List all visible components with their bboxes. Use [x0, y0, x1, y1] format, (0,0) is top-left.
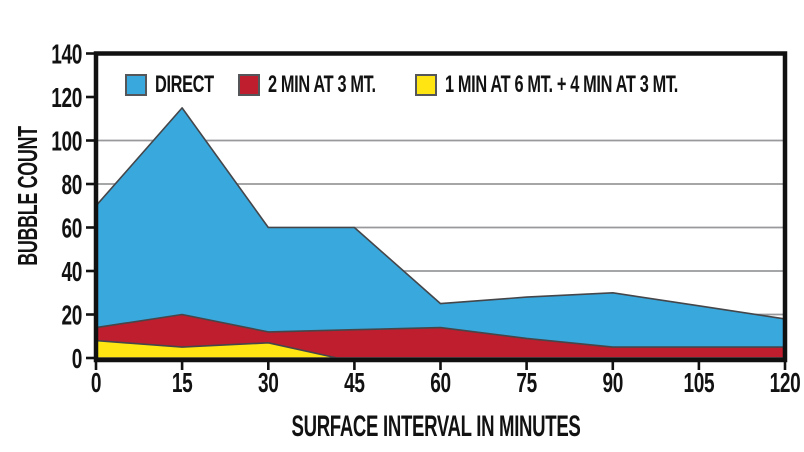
- legend-swatch-1min-6mt-4min-3mt: [415, 73, 437, 96]
- legend-label-direct: DIRECT: [155, 70, 214, 98]
- x-tick-label-120: 120: [770, 367, 801, 399]
- x-tick-label-45: 45: [344, 367, 365, 399]
- y-axis-title: BUBBLE COUNT: [12, 125, 43, 265]
- x-axis-title: SURFACE INTERVAL IN MINUTES: [292, 410, 581, 444]
- x-tick-label-0: 0: [91, 367, 101, 399]
- legend-label-2min-3mt: 2 MIN AT 3 MT.: [268, 70, 376, 98]
- y-tick-label-100: 100: [51, 126, 82, 158]
- x-tick-label-75: 75: [516, 367, 537, 399]
- plot-border: [93, 51, 788, 363]
- axis-ticks: [86, 52, 787, 370]
- legend-item-2min-3mt: 2 MIN AT 3 MT.: [238, 70, 426, 98]
- y-tick-label-40: 40: [61, 256, 82, 288]
- y-tick-label-20: 20: [61, 300, 82, 332]
- x-tick-label-15: 15: [172, 367, 193, 399]
- x-tick-label-60: 60: [430, 367, 451, 399]
- legend-swatch-2min-3mt: [238, 73, 260, 96]
- legend-item-1min-6mt-4min-3mt: 1 MIN AT 6 MT. + 4 MIN AT 3 MT.: [415, 70, 788, 98]
- y-tick-label-140: 140: [51, 39, 82, 71]
- y-tick-label-60: 60: [61, 213, 82, 245]
- legend-item-direct: DIRECT: [125, 70, 241, 98]
- y-tick-label-80: 80: [61, 169, 82, 201]
- x-tick-label-105: 105: [684, 367, 715, 399]
- axis-tick-labels: 0 15 30 45 60 75 90 105 120 0 20 40 60 80 100 120 140: [51, 39, 801, 399]
- y-tick-label-0: 0: [72, 343, 82, 375]
- y-tick-label-120: 120: [51, 82, 82, 114]
- area-series: [95, 107, 786, 359]
- legend-label-1min-6mt-4min-3mt: 1 MIN AT 6 MT. + 4 MIN AT 3 MT.: [445, 70, 678, 98]
- legend-swatch-direct: [125, 73, 147, 96]
- legend: DIRECT 2 MIN AT 3 MT. 1 MIN AT 6 MT. + 4…: [0, 0, 804, 110]
- x-tick-label-90: 90: [603, 367, 624, 399]
- plot-frame: [93, 51, 788, 363]
- x-tick-label-30: 30: [258, 367, 279, 399]
